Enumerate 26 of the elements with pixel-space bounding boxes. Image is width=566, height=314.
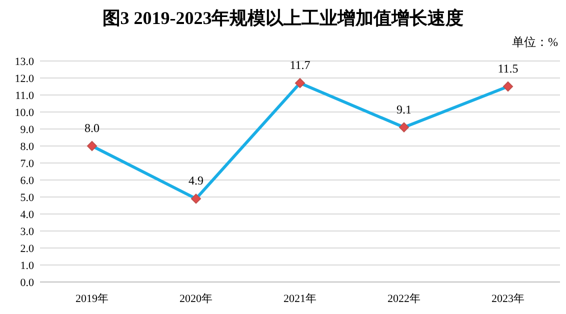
y-tick-label: 1.0	[20, 260, 34, 272]
y-tick-label: 3.0	[20, 226, 34, 238]
y-tick-label: 7.0	[20, 158, 34, 170]
y-tick-label: 5.0	[20, 192, 34, 204]
chart-title: 图3 2019-2023年规模以上工业增加值增长速度	[102, 8, 464, 28]
y-tick-label: 0.0	[20, 277, 34, 289]
y-tick-label: 4.0	[20, 209, 34, 221]
x-tick-label: 2019年	[76, 293, 108, 305]
y-tick-label: 11.0	[15, 90, 34, 102]
data-label: 8.0	[84, 121, 100, 135]
y-tick-label: 13.0	[14, 56, 34, 68]
y-tick-label: 8.0	[20, 141, 34, 153]
data-label: 11.7	[290, 58, 310, 72]
x-tick-label: 2021年	[284, 293, 316, 305]
y-tick-label: 2.0	[20, 243, 34, 255]
x-tick-label: 2023年	[492, 293, 524, 305]
y-tick-label: 10.0	[14, 107, 34, 119]
x-tick-label: 2022年	[388, 293, 420, 305]
y-tick-label: 9.0	[20, 124, 34, 136]
y-tick-label: 12.0	[14, 73, 34, 85]
text: 单位：%	[512, 35, 558, 49]
y-tick-label: 6.0	[20, 175, 34, 187]
x-tick-label: 2020年	[180, 293, 212, 305]
data-label: 9.1	[396, 102, 412, 116]
data-label: 11.5	[498, 62, 518, 76]
data-label: 4.9	[188, 174, 204, 188]
